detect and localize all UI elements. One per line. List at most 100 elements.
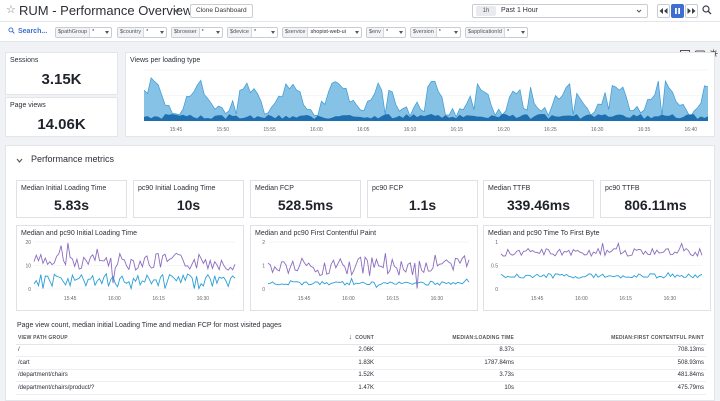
step-forward-button[interactable] xyxy=(685,4,698,18)
table-row[interactable]: /department/chairs/product/? 1.47K 10s 475.… xyxy=(16,381,706,395)
step-back-button[interactable] xyxy=(657,4,670,18)
chevron-down-icon[interactable] xyxy=(16,158,23,163)
widget-title: pc90 TTFB xyxy=(605,185,640,192)
template-variable-country[interactable]: $country * xyxy=(117,27,167,38)
y-tick-label: 0 xyxy=(262,287,265,293)
chevron-down-icon xyxy=(160,31,164,34)
x-tick-label: 16:15 xyxy=(152,296,165,302)
dashboard-header: ☆ RUM - Performance Overview Clone Dashb… xyxy=(0,0,720,22)
sessions-value: 3.15K xyxy=(41,71,82,88)
template-variable-applicationid[interactable]: $applicationId * xyxy=(465,27,528,38)
page-views-value: 14.06K xyxy=(37,116,86,133)
query-value-widget: Median Initial Loading Time 5.83s xyxy=(16,180,127,218)
y-tick-label: 0 xyxy=(495,287,498,293)
chevron-down-icon xyxy=(216,31,220,34)
x-tick-label: 15:45 xyxy=(170,127,183,133)
median-series-line[interactable] xyxy=(500,271,703,280)
query-value-widget: Median TTFB 339.46ms xyxy=(483,180,594,218)
timeframe-shortcut: 1h xyxy=(476,6,496,16)
pc90-series-line[interactable] xyxy=(500,241,703,258)
count-cell: 1.47K xyxy=(316,381,376,395)
table-row[interactable]: /department/chairs 1.52K 3.73s 481.84ms xyxy=(16,369,706,382)
median-series-line[interactable] xyxy=(267,277,470,289)
widget-title: Median Initial Loading Time xyxy=(21,185,107,192)
template-variable-service[interactable]: $service shopist-web-ui xyxy=(282,27,362,38)
x-tick-label: 15:45 xyxy=(298,296,311,302)
template-variable-env[interactable]: $env * xyxy=(366,27,406,38)
loading-time-cell: 3.73s xyxy=(376,369,516,382)
count-cell: 2.06K xyxy=(316,344,376,357)
widget-title: Sessions xyxy=(10,57,39,64)
chevron-down-icon xyxy=(399,31,403,34)
x-tick-label: 16:10 xyxy=(404,127,417,133)
y-tick-label: 1 xyxy=(495,240,498,246)
median-series-line[interactable] xyxy=(33,272,236,291)
column-header[interactable]: VIEW PATH GROUP xyxy=(16,332,316,345)
column-header[interactable]: MEDIAN:FIRST CONTENTFUL PAINT xyxy=(516,332,706,345)
fcp-cell: 508.93ms xyxy=(516,356,706,370)
group-title: Performance metrics xyxy=(31,154,115,164)
timeseries-widget: Median and pc90 Time To First Byte 1 0.5 0 1… xyxy=(483,225,711,311)
x-tick-label: 16:05 xyxy=(357,127,370,133)
template-variable-browser[interactable]: $browser * xyxy=(171,27,223,38)
metric-value: 528.5ms xyxy=(277,197,334,213)
table-row[interactable]: /cart 1.83K 1787.84ms 508.93ms xyxy=(16,356,706,370)
loading-time-cell: 8.37s xyxy=(376,344,516,357)
variable-name: $env xyxy=(367,28,384,37)
timeseries-widget: Median and pc90 First Contentful Paint 2 1… xyxy=(250,225,478,311)
timeframe-selector[interactable]: 1h Past 1 Hour xyxy=(472,4,648,18)
x-tick-label: 15:45 xyxy=(64,296,77,302)
count-cell: 1.83K xyxy=(316,356,376,370)
top-pages-table-widget: Page view count, median initial Loading … xyxy=(11,319,711,401)
search-icon xyxy=(8,27,15,34)
x-tick-label: 16:40 xyxy=(685,127,698,133)
rewind-icon xyxy=(659,8,668,14)
column-header[interactable]: ↓ COUNT xyxy=(316,332,376,345)
template-variable-device[interactable]: $device * xyxy=(227,27,278,38)
metric-value: 5.83s xyxy=(53,197,90,213)
search-variables-button[interactable]: Search... xyxy=(8,26,47,38)
fast-forward-icon xyxy=(687,8,696,14)
view-path-cell: /department/chairs xyxy=(16,369,316,382)
x-tick-label: 16:00 xyxy=(310,127,323,133)
pause-button[interactable] xyxy=(671,4,684,18)
clone-dashboard-button[interactable]: Clone Dashboard xyxy=(190,4,253,18)
variable-name: $pathGroup xyxy=(56,28,91,37)
view-path-cell: /department/chairs/product/? xyxy=(16,381,316,395)
widget-title: pc90 FCP xyxy=(372,185,404,192)
x-tick-label: 15:45 xyxy=(531,296,544,302)
timeseries-chart[interactable]: 1 0.5 0 15:45 16:00 16:15 16:30 xyxy=(484,226,710,310)
variable-value: * xyxy=(146,29,149,35)
pause-icon xyxy=(675,8,680,14)
metric-value: 10s xyxy=(176,197,201,213)
views-area-outline xyxy=(143,77,709,119)
table-row[interactable]: /2.06K 8.37s 708.13ms xyxy=(16,344,706,357)
search-button[interactable] xyxy=(701,4,715,18)
pc90-series-line[interactable] xyxy=(33,242,236,284)
views-per-loading-type-widget: Views per loading type 15:45 15:50 15:55 16… xyxy=(125,52,715,137)
widget-title: Views per loading type xyxy=(130,57,201,64)
table-header-row: VIEW PATH GROUP ↓ COUNT MEDIAN:LOADING TI… xyxy=(16,332,706,345)
widget-title: Median TTFB xyxy=(488,185,531,192)
template-variable-version[interactable]: $version * xyxy=(410,27,461,38)
x-tick-label: 16:30 xyxy=(664,296,677,302)
variable-name: $applicationId xyxy=(466,28,505,37)
fcp-cell: 708.13ms xyxy=(516,344,706,357)
view-path-cell: / xyxy=(16,344,316,357)
chevron-down-icon[interactable] xyxy=(173,7,180,14)
variable-value: * xyxy=(506,29,510,35)
x-tick-label: 16:30 xyxy=(431,296,444,302)
views-area-chart[interactable]: 15:45 15:50 15:55 16:00 16:05 16:10 16:15 16:20… xyxy=(126,53,714,136)
variable-value: * xyxy=(253,29,257,35)
x-tick-label: 15:55 xyxy=(263,127,276,133)
timeseries-chart[interactable]: 20 10 0 15:45 16:00 16:15 16:30 xyxy=(17,226,243,310)
star-icon[interactable]: ☆ xyxy=(6,4,16,16)
metric-value: 806.11ms xyxy=(624,197,687,213)
x-tick-label: 15:50 xyxy=(217,127,230,133)
pc90-series-line[interactable] xyxy=(267,253,470,289)
column-header[interactable]: MEDIAN:LOADING TIME xyxy=(376,332,516,345)
template-variable-pathgroup[interactable]: $pathGroup * xyxy=(55,27,112,38)
views-secondary-series[interactable] xyxy=(144,114,708,121)
widget-title: Page view count, median initial Loading … xyxy=(17,322,282,329)
timeseries-chart[interactable]: 2 1 0 15:45 16:00 16:15 16:30 xyxy=(251,226,477,310)
